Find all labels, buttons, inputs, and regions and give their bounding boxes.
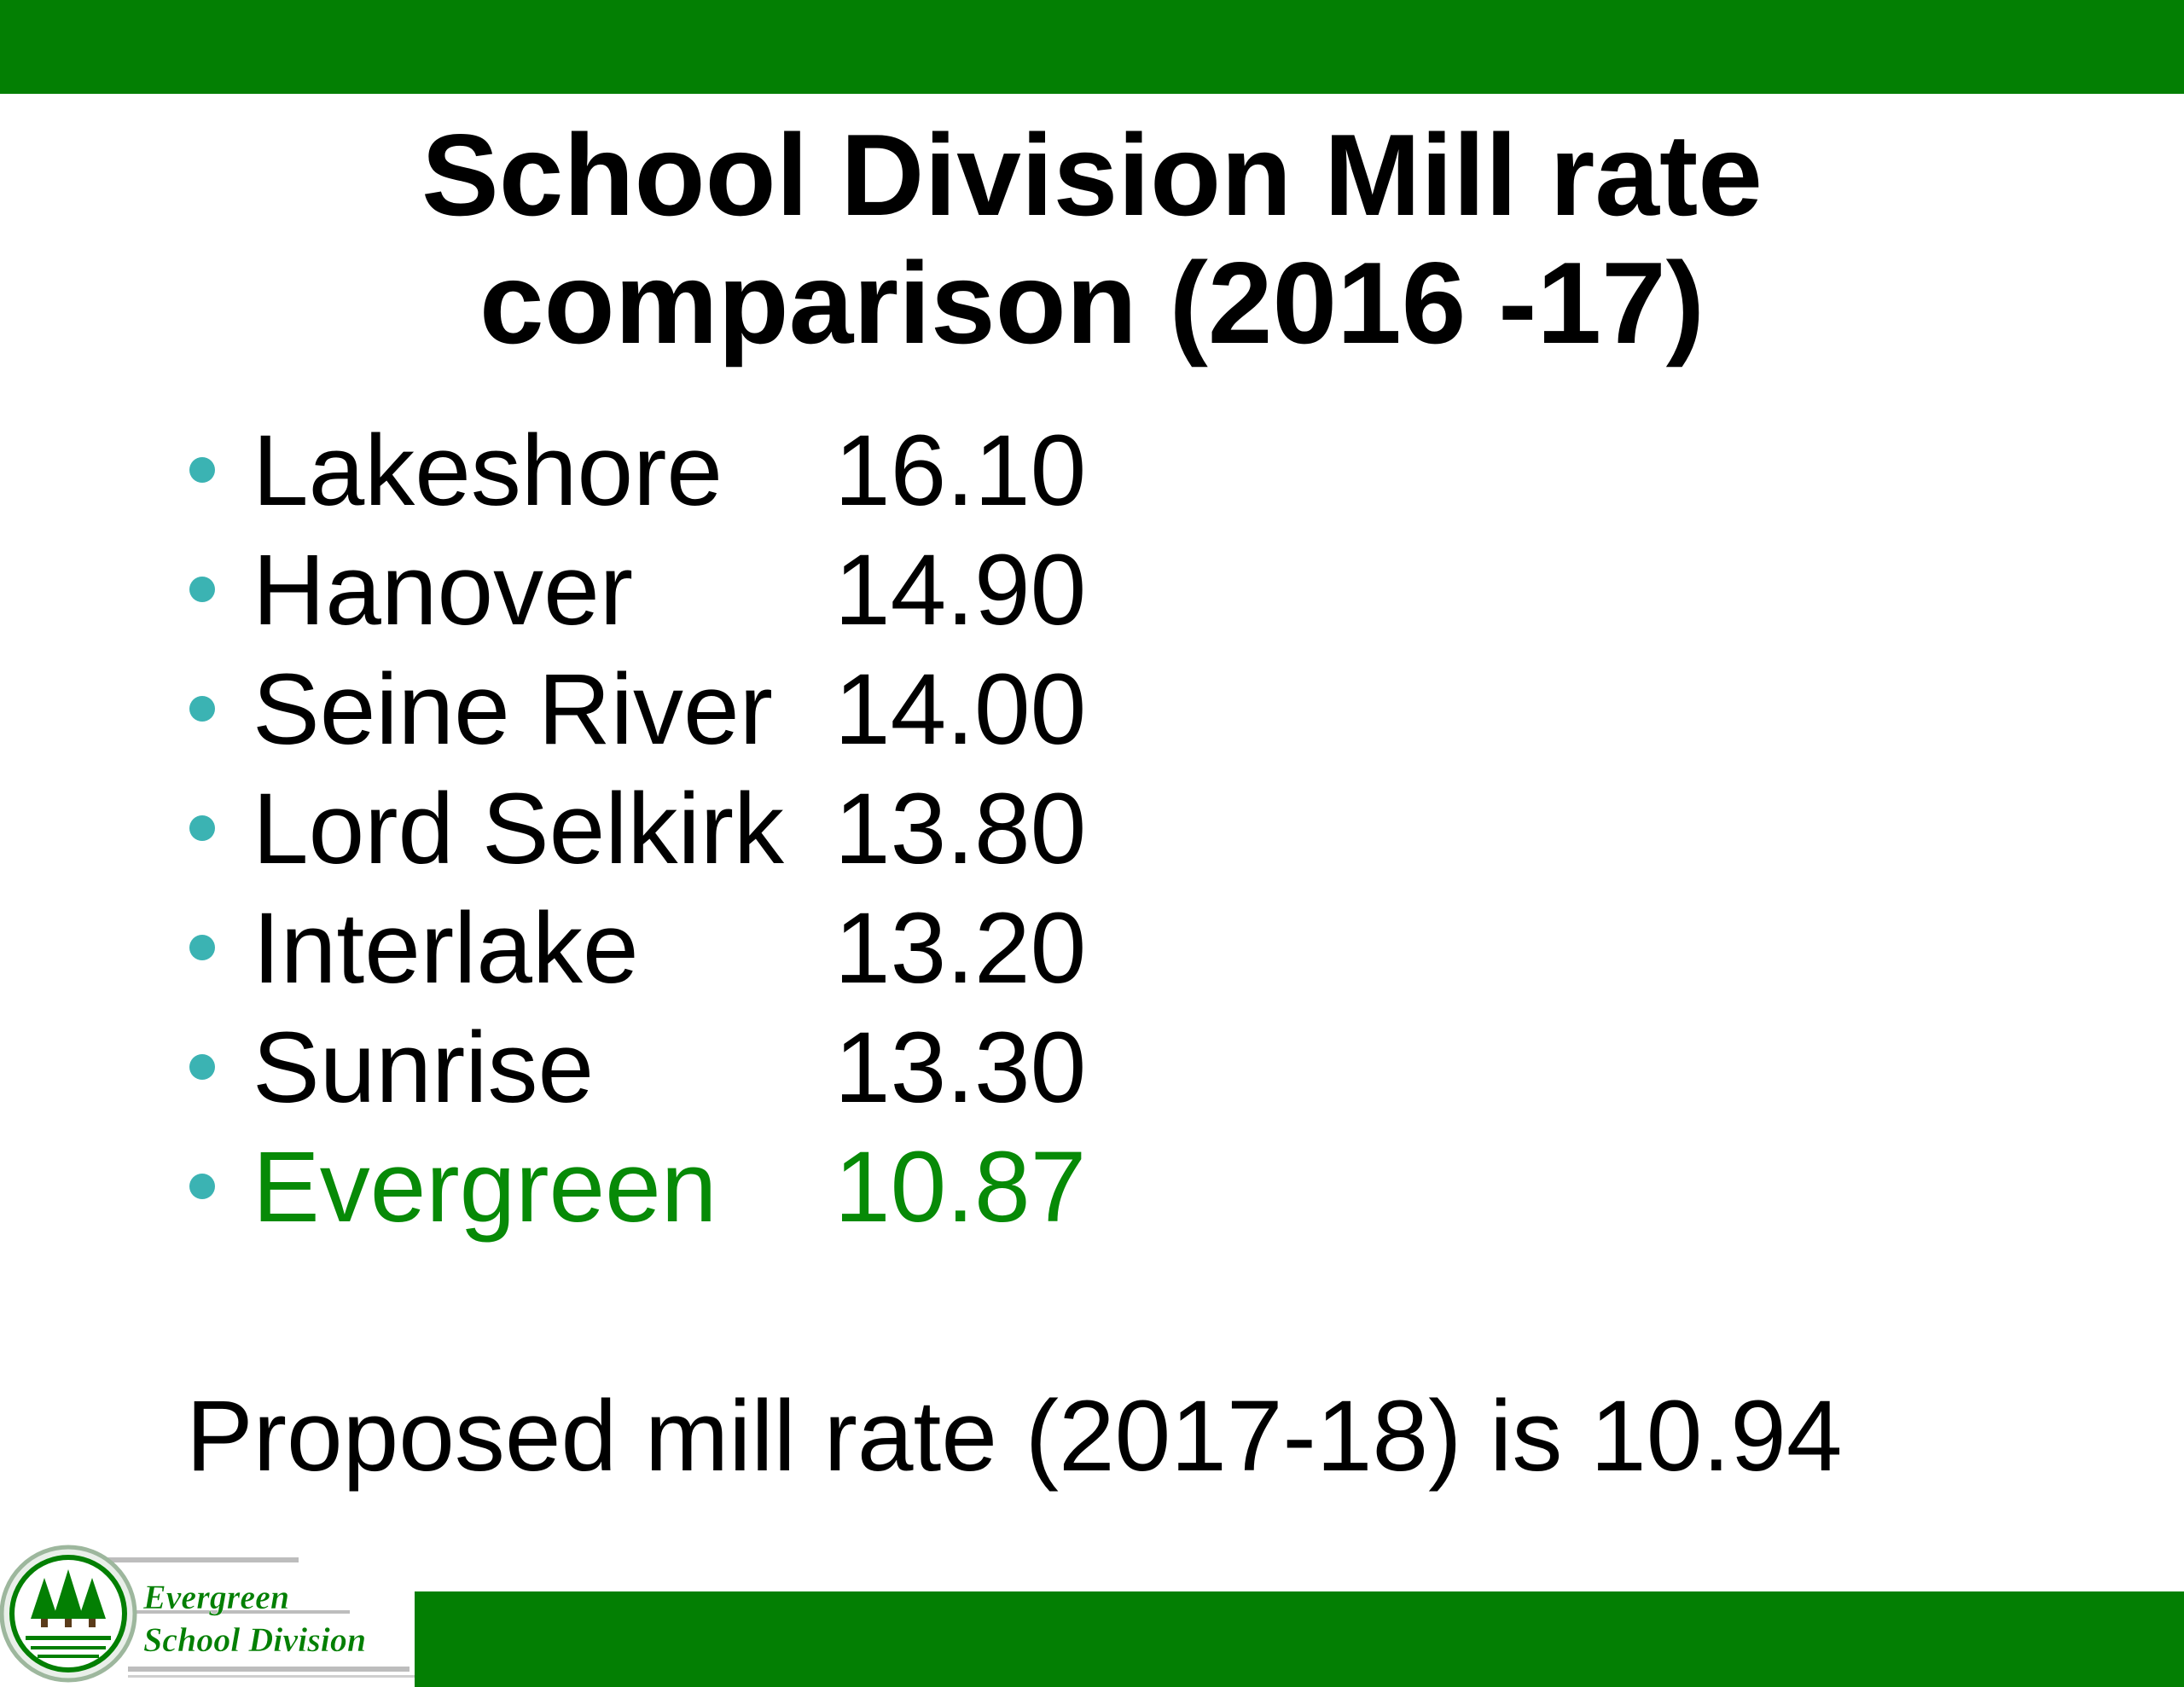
top-banner-bar [0,0,2184,94]
list-item-hanover: Hanover 14.90 [0,530,1194,650]
division-name: Hanover [253,534,634,646]
bullet-icon [189,1174,215,1199]
logo-text-line-2: School Division [143,1620,366,1659]
list-item-sunrise: Sunrise 13.30 [0,1008,1194,1128]
mill-rate-value: 13.80 [834,773,1087,885]
division-name: Evergreen [253,1131,717,1244]
mill-rate-value: 16.10 [834,415,1087,527]
bullet-icon [189,577,215,602]
division-name: Seine River [253,653,773,766]
list-item-lord-selkirk: Lord Selkirk 13.80 [0,769,1194,889]
mill-rate-value: 13.30 [834,1012,1087,1124]
evergreen-school-division-logo: Evergreen School Division [0,1540,415,1687]
bullet-icon [189,815,215,841]
division-name: Lord Selkirk [253,773,785,885]
bullet-icon [189,457,215,483]
list-item-interlake: Interlake 13.20 [0,889,1194,1008]
slide-title-line-1: School Division Mill rate [421,110,1763,240]
division-name: Sunrise [253,1012,595,1124]
division-name: Interlake [253,892,639,1005]
logo-text-line-1: Evergreen [142,1578,289,1616]
list-item-lakeshore: Lakeshore 16.10 [0,411,1194,530]
proposed-mill-rate-text: Proposed mill rate (2017-18) is 10.94 [186,1380,1843,1493]
list-item-evergreen: Evergreen 10.87 [0,1128,1194,1247]
mill-rate-value: 14.90 [834,534,1087,646]
bottom-banner-bar [415,1591,2184,1687]
mill-rate-value: 13.20 [834,892,1087,1005]
bullet-icon [189,1054,215,1080]
slide-title-line-2: comparison (2016 -17) [479,238,1705,368]
mill-rate-value: 10.87 [834,1131,1087,1244]
bullet-icon [189,696,215,722]
division-name: Lakeshore [253,415,723,527]
mill-rate-value: 14.00 [834,653,1087,766]
bullet-icon [189,935,215,960]
list-item-seine-river: Seine River 14.00 [0,650,1194,769]
slide-title: School Division Mill rate comparison (20… [0,111,2184,367]
